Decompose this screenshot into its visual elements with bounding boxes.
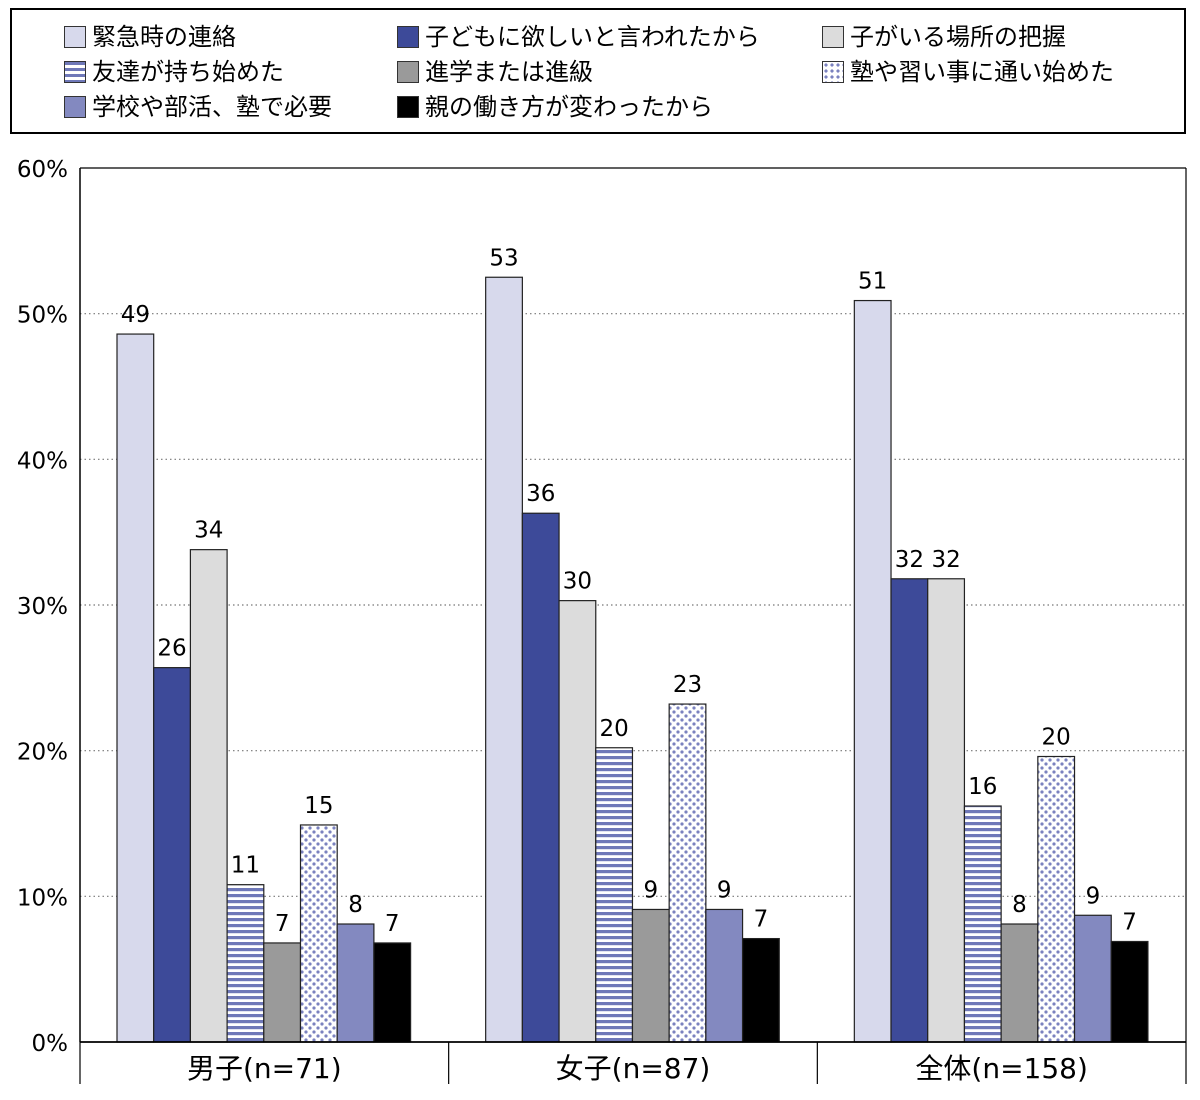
legend-label: 進学または進級 [425,58,593,86]
bar [1000,923,1039,1043]
legend-swatch [397,61,419,83]
bar [1073,914,1112,1043]
bar [668,703,707,1043]
data-label: 49 [121,302,150,328]
data-label: 26 [157,636,186,662]
data-label: 11 [231,853,260,879]
bar [963,805,1002,1043]
legend-item: 子がいる場所の把握 [822,22,1066,52]
bar [373,942,412,1043]
y-tick-label: 0% [32,1031,69,1057]
legend-swatch [64,61,86,83]
bar [485,276,523,1043]
legend-item: 進学または進級 [397,57,593,87]
bar [890,578,929,1043]
bar [521,512,560,1043]
bar [558,600,597,1043]
bar [189,549,228,1043]
y-tick-label: 10% [17,885,68,911]
data-label: 51 [858,269,887,295]
legend-label: 学校や部活、塾で必要 [92,93,332,121]
data-label: 36 [526,481,555,507]
category-label: 女子(n=87) [556,1052,711,1085]
bar [226,884,265,1043]
data-label: 9 [1086,883,1101,909]
bar [116,333,155,1043]
data-label: 32 [931,547,960,573]
legend-label: 友達が持ち始めた [92,58,284,86]
data-label: 30 [563,569,592,595]
bar [299,824,338,1043]
y-tick-label: 20% [17,740,68,766]
bar [853,299,892,1043]
legend-swatch [822,61,844,83]
data-label: 8 [1012,892,1027,918]
legend-swatch [397,26,419,48]
data-label: 7 [275,911,290,937]
data-label: 32 [895,547,924,573]
bar [153,667,191,1043]
legend-item: 塾や習い事に通い始めた [822,57,1114,87]
bar [595,747,634,1043]
bar [336,923,375,1043]
y-tick-label: 50% [17,303,68,329]
bar [927,578,966,1043]
legend-label: 塾や習い事に通い始めた [850,58,1114,86]
data-label: 7 [1122,909,1137,935]
data-label: 20 [599,716,628,742]
data-label: 7 [754,907,769,933]
category-label: 男子(n=71) [187,1052,342,1085]
legend-label: 子がいる場所の把握 [850,23,1066,51]
y-tick-label: 30% [17,594,68,620]
data-label: 15 [304,793,333,819]
data-label: 34 [194,518,223,544]
legend-label: 子どもに欲しいと言われたから [425,23,760,51]
y-tick-label: 40% [17,448,68,474]
y-tick-label: 60% [17,157,68,183]
legend-swatch [397,96,419,118]
data-label: 16 [968,774,997,800]
legend-item: 子どもに欲しいと言われたから [397,22,760,52]
legend-item: 親の働き方が変わったから [397,92,713,122]
legend-swatch [64,96,86,118]
data-label: 20 [1042,724,1071,750]
data-label: 9 [717,877,732,903]
legend-item: 緊急時の連絡 [64,22,236,52]
bar [263,942,302,1043]
data-label: 9 [643,877,658,903]
legend-label: 親の働き方が変わったから [425,93,713,121]
legend: 緊急時の連絡 子どもに欲しいと言われたから 子がいる場所の把握友達が持ち始めた 進学ま… [10,8,1186,134]
legend-item: 友達が持ち始めた [64,57,284,87]
data-label: 7 [385,911,400,937]
bar [741,937,780,1043]
bar [705,908,744,1043]
bar [631,908,670,1043]
legend-swatch [64,26,86,48]
legend-label: 緊急時の連絡 [92,23,236,51]
bar [1110,940,1149,1043]
data-label: 53 [489,245,518,271]
bar [1037,755,1076,1043]
legend-swatch [822,26,844,48]
data-label: 8 [348,892,363,918]
legend-item: 学校や部活、塾で必要 [64,92,332,122]
data-label: 23 [673,672,702,698]
category-label: 全体(n=158) [915,1052,1088,1085]
